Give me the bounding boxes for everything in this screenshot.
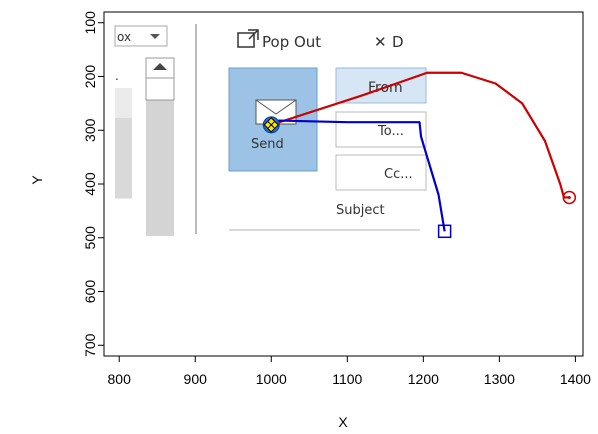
x-tick-label-1100: 1100: [332, 371, 362, 387]
cc-label: Cc...: [384, 167, 413, 182]
send-label: Send: [251, 137, 284, 152]
envelope-flap-icon: [255, 99, 297, 115]
x-tick-label-1400: 1400: [560, 371, 591, 387]
pop-out-icon: [237, 32, 255, 48]
y-tick-label-100: 100: [82, 11, 98, 35]
panel-dot: .: [115, 69, 119, 83]
y-tick-label-700: 700: [82, 333, 98, 357]
series-line-1: [270, 71, 570, 199]
to-button: [335, 111, 427, 148]
x-tick-label-900: 900: [184, 371, 208, 387]
y-tick-label-200: 200: [82, 65, 98, 89]
series-line-2: [270, 119, 446, 232]
to-label: To...: [377, 124, 404, 139]
y-tick-label-400: 400: [82, 172, 98, 196]
y-tick-label-600: 600: [82, 280, 98, 304]
cc-button: [335, 154, 427, 191]
scrollbar-thumb: [145, 77, 175, 101]
pop-out-label: Pop Out: [262, 33, 321, 51]
x-tick-label-1300: 1300: [484, 371, 515, 387]
chevron-down-icon: [150, 34, 160, 39]
y-tick-label-300: 300: [82, 118, 98, 142]
series-group: [262, 71, 577, 239]
pop-out-arrow-icon: [248, 29, 259, 40]
x-axis-title: X: [338, 414, 348, 430]
series-1-end-marker-dot: [567, 195, 571, 199]
chevron-up-icon: [153, 63, 167, 70]
scroll-panel-left-thumb: [115, 118, 132, 198]
from-button: [335, 67, 427, 104]
series-1-end-marker: [562, 190, 577, 205]
dropdown-box: [114, 25, 168, 47]
discard-label: D: [392, 33, 404, 51]
x-tick-label-1000: 1000: [256, 371, 287, 387]
x-tick-label-1200: 1200: [408, 371, 439, 387]
close-icon: ✕: [374, 33, 387, 51]
series-2-end-marker: [437, 224, 452, 239]
start-marker-cross: [267, 121, 275, 129]
axes: 800 900 1000 1100 1200 1300 1400 100 200 300 400 50…: [82, 11, 591, 387]
dropdown-text: ox: [117, 30, 131, 44]
subject-label: Subject: [336, 203, 385, 218]
y-tick-label-500: 500: [82, 226, 98, 250]
x-tick-label-800: 800: [108, 371, 132, 387]
y-axis-title: Y: [29, 175, 45, 185]
